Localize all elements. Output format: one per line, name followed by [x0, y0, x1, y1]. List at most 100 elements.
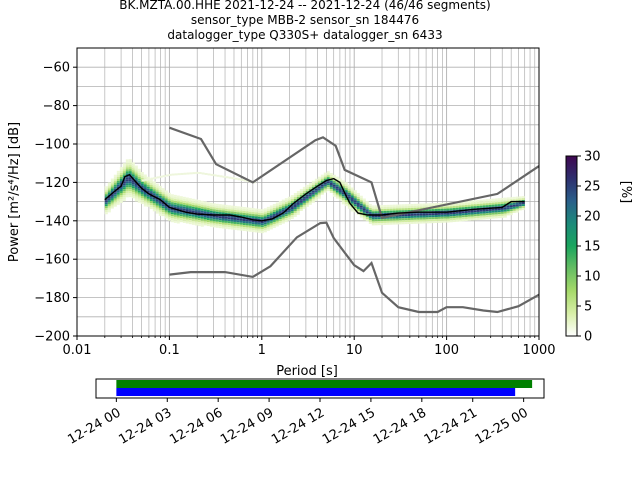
density-cell	[110, 196, 114, 199]
density-cell	[368, 219, 372, 222]
density-cell	[188, 220, 192, 223]
density-cell	[257, 224, 261, 227]
density-cell	[374, 215, 378, 218]
density-cell	[137, 198, 141, 201]
density-cell-faint	[213, 174, 217, 177]
density-cell	[428, 203, 432, 206]
density-cell	[119, 167, 123, 170]
density-cell	[134, 189, 138, 192]
density-cell	[446, 214, 450, 217]
density-cell	[428, 205, 432, 208]
density-cell	[338, 196, 342, 199]
density-cell	[344, 192, 348, 195]
density-cell	[215, 221, 219, 224]
density-cell	[263, 210, 267, 213]
density-cell	[251, 208, 255, 211]
density-cell	[158, 195, 162, 198]
density-cell	[128, 165, 132, 168]
density-cell	[134, 165, 138, 168]
density-cell	[305, 194, 309, 197]
density-cell	[470, 206, 474, 209]
density-cell	[113, 196, 117, 199]
density-cell	[167, 216, 171, 219]
density-cell	[464, 204, 468, 207]
density-cell	[437, 208, 441, 211]
density-cell	[446, 218, 450, 221]
density-cell	[161, 214, 165, 217]
density-cell	[401, 216, 405, 219]
density-cell	[410, 221, 414, 224]
density-cell	[257, 222, 261, 225]
density-cell	[179, 214, 183, 217]
density-cell	[131, 170, 135, 173]
density-cell	[389, 222, 393, 225]
density-cell	[149, 187, 153, 190]
density-cell	[242, 225, 246, 228]
density-cell	[362, 204, 366, 207]
density-cell	[272, 223, 276, 226]
density-cell	[377, 219, 381, 222]
density-cell	[389, 220, 393, 223]
density-cell	[347, 186, 351, 189]
density-cell	[197, 222, 201, 225]
density-cell	[362, 208, 366, 211]
density-cell	[173, 210, 177, 213]
density-cell	[344, 184, 348, 187]
density-cell	[317, 186, 321, 189]
density-cell	[134, 191, 138, 194]
density-cell	[335, 182, 339, 185]
density-cell	[191, 206, 195, 209]
density-cell	[335, 194, 339, 197]
density-cell	[380, 213, 384, 216]
density-cell	[299, 190, 303, 193]
density-cell	[170, 216, 174, 219]
density-cell	[323, 182, 327, 185]
density-cell	[353, 194, 357, 197]
density-cell	[224, 218, 228, 221]
density-cell	[407, 206, 411, 209]
density-cell	[233, 207, 237, 210]
density-cell	[467, 206, 471, 209]
density-cell	[302, 190, 306, 193]
density-cell	[155, 203, 159, 206]
density-cell	[221, 224, 225, 227]
density-cell	[470, 216, 474, 219]
density-cell	[290, 211, 294, 214]
density-cell	[311, 196, 315, 199]
density-cell	[107, 182, 111, 185]
density-cell	[335, 176, 339, 179]
density-cell	[254, 224, 258, 227]
density-cell	[140, 189, 144, 192]
density-cell	[161, 210, 165, 213]
density-cell	[401, 222, 405, 225]
density-cell	[257, 230, 261, 233]
density-cell	[143, 182, 147, 185]
density-cell	[449, 220, 453, 223]
density-cell	[383, 206, 387, 209]
density-cell	[374, 223, 378, 226]
density-cell	[461, 211, 465, 214]
density-cell	[242, 207, 246, 210]
density-cell	[146, 200, 150, 203]
density-cell	[500, 211, 504, 214]
density-cell	[167, 210, 171, 213]
density-cell	[272, 215, 276, 218]
density-cell	[380, 207, 384, 210]
density-cell	[374, 211, 378, 214]
density-cell	[158, 213, 162, 216]
density-cell	[122, 179, 126, 182]
density-cell	[320, 192, 324, 195]
density-cell	[452, 216, 456, 219]
density-cell	[290, 209, 294, 212]
density-cell	[305, 192, 309, 195]
density-cell	[431, 203, 435, 206]
density-cell	[422, 213, 426, 216]
density-cell	[104, 192, 108, 195]
density-cell	[305, 196, 309, 199]
density-cell	[323, 188, 327, 191]
density-cell	[473, 214, 477, 217]
density-cell	[197, 224, 201, 227]
density-cell	[347, 202, 351, 205]
density-cell	[218, 206, 222, 209]
density-cell	[455, 207, 459, 210]
